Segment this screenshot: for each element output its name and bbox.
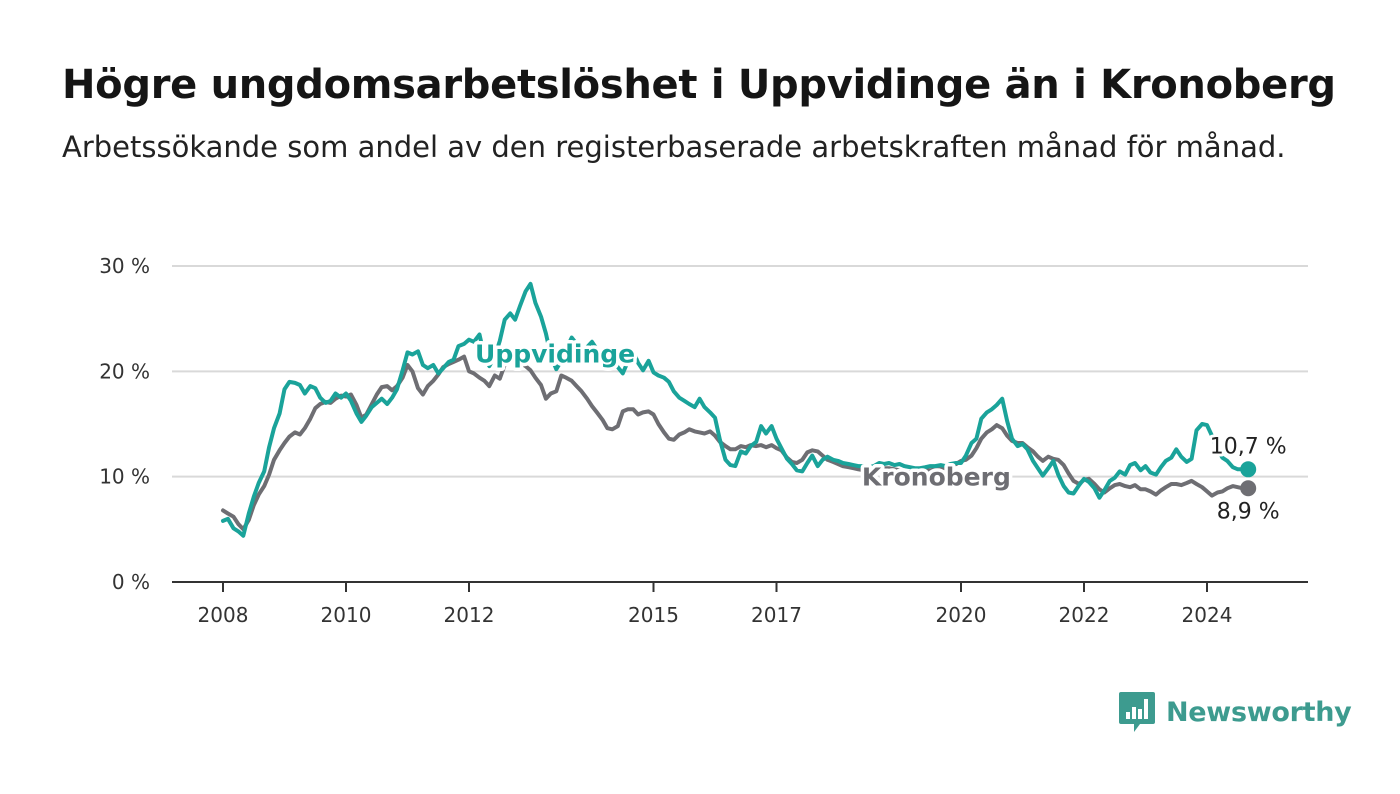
brand-name: Newsworthy xyxy=(1166,696,1352,728)
x-tick-label: 2022 xyxy=(1059,603,1110,627)
end-point-kronoberg xyxy=(1240,480,1257,497)
x-tick-label: 2020 xyxy=(936,603,987,627)
x-tick-label: 2008 xyxy=(198,603,249,627)
end-point-uppvidinge xyxy=(1240,461,1257,478)
series-line-uppvidinge xyxy=(221,281,1251,538)
y-tick-label: 0 % xyxy=(112,570,150,594)
series-line-kronoberg xyxy=(221,354,1251,532)
y-tick-label: 10 % xyxy=(99,465,150,489)
end-value-label-kronoberg: 8,9 % xyxy=(1217,499,1280,524)
x-tick-label: 2015 xyxy=(628,603,679,627)
bar-chart-speech-bubble-icon xyxy=(1119,692,1155,732)
axes: 0 % 10 % 20 % 30 % 2008 2010 2012 2015 2017 2020 2… xyxy=(99,254,1308,627)
x-tick-label: 2024 xyxy=(1182,603,1233,627)
series-label-kronoberg: Kronoberg xyxy=(862,463,1011,492)
y-tick-label: 20 % xyxy=(99,359,150,383)
page-title: Högre ungdomsarbetslöshet i Uppvidinge ä… xyxy=(62,62,1336,108)
y-tick-label: 30 % xyxy=(99,254,150,278)
x-tick-label: 2010 xyxy=(321,603,372,627)
series-label-uppvidinge: Uppvidinge xyxy=(475,339,635,368)
x-tick-label: 2017 xyxy=(751,603,802,627)
series-lines xyxy=(221,281,1257,538)
x-tick-label: 2012 xyxy=(444,603,495,627)
end-value-label-uppvidinge: 10,7 % xyxy=(1210,434,1287,459)
brand-logo: Newsworthy xyxy=(1118,690,1352,734)
gridlines xyxy=(172,265,1308,478)
page-subtitle: Arbetssökande som andel av den registerb… xyxy=(62,130,1286,164)
series-labels: Uppvidinge Kronoberg 10,7 % 8,9 % xyxy=(472,336,1290,527)
